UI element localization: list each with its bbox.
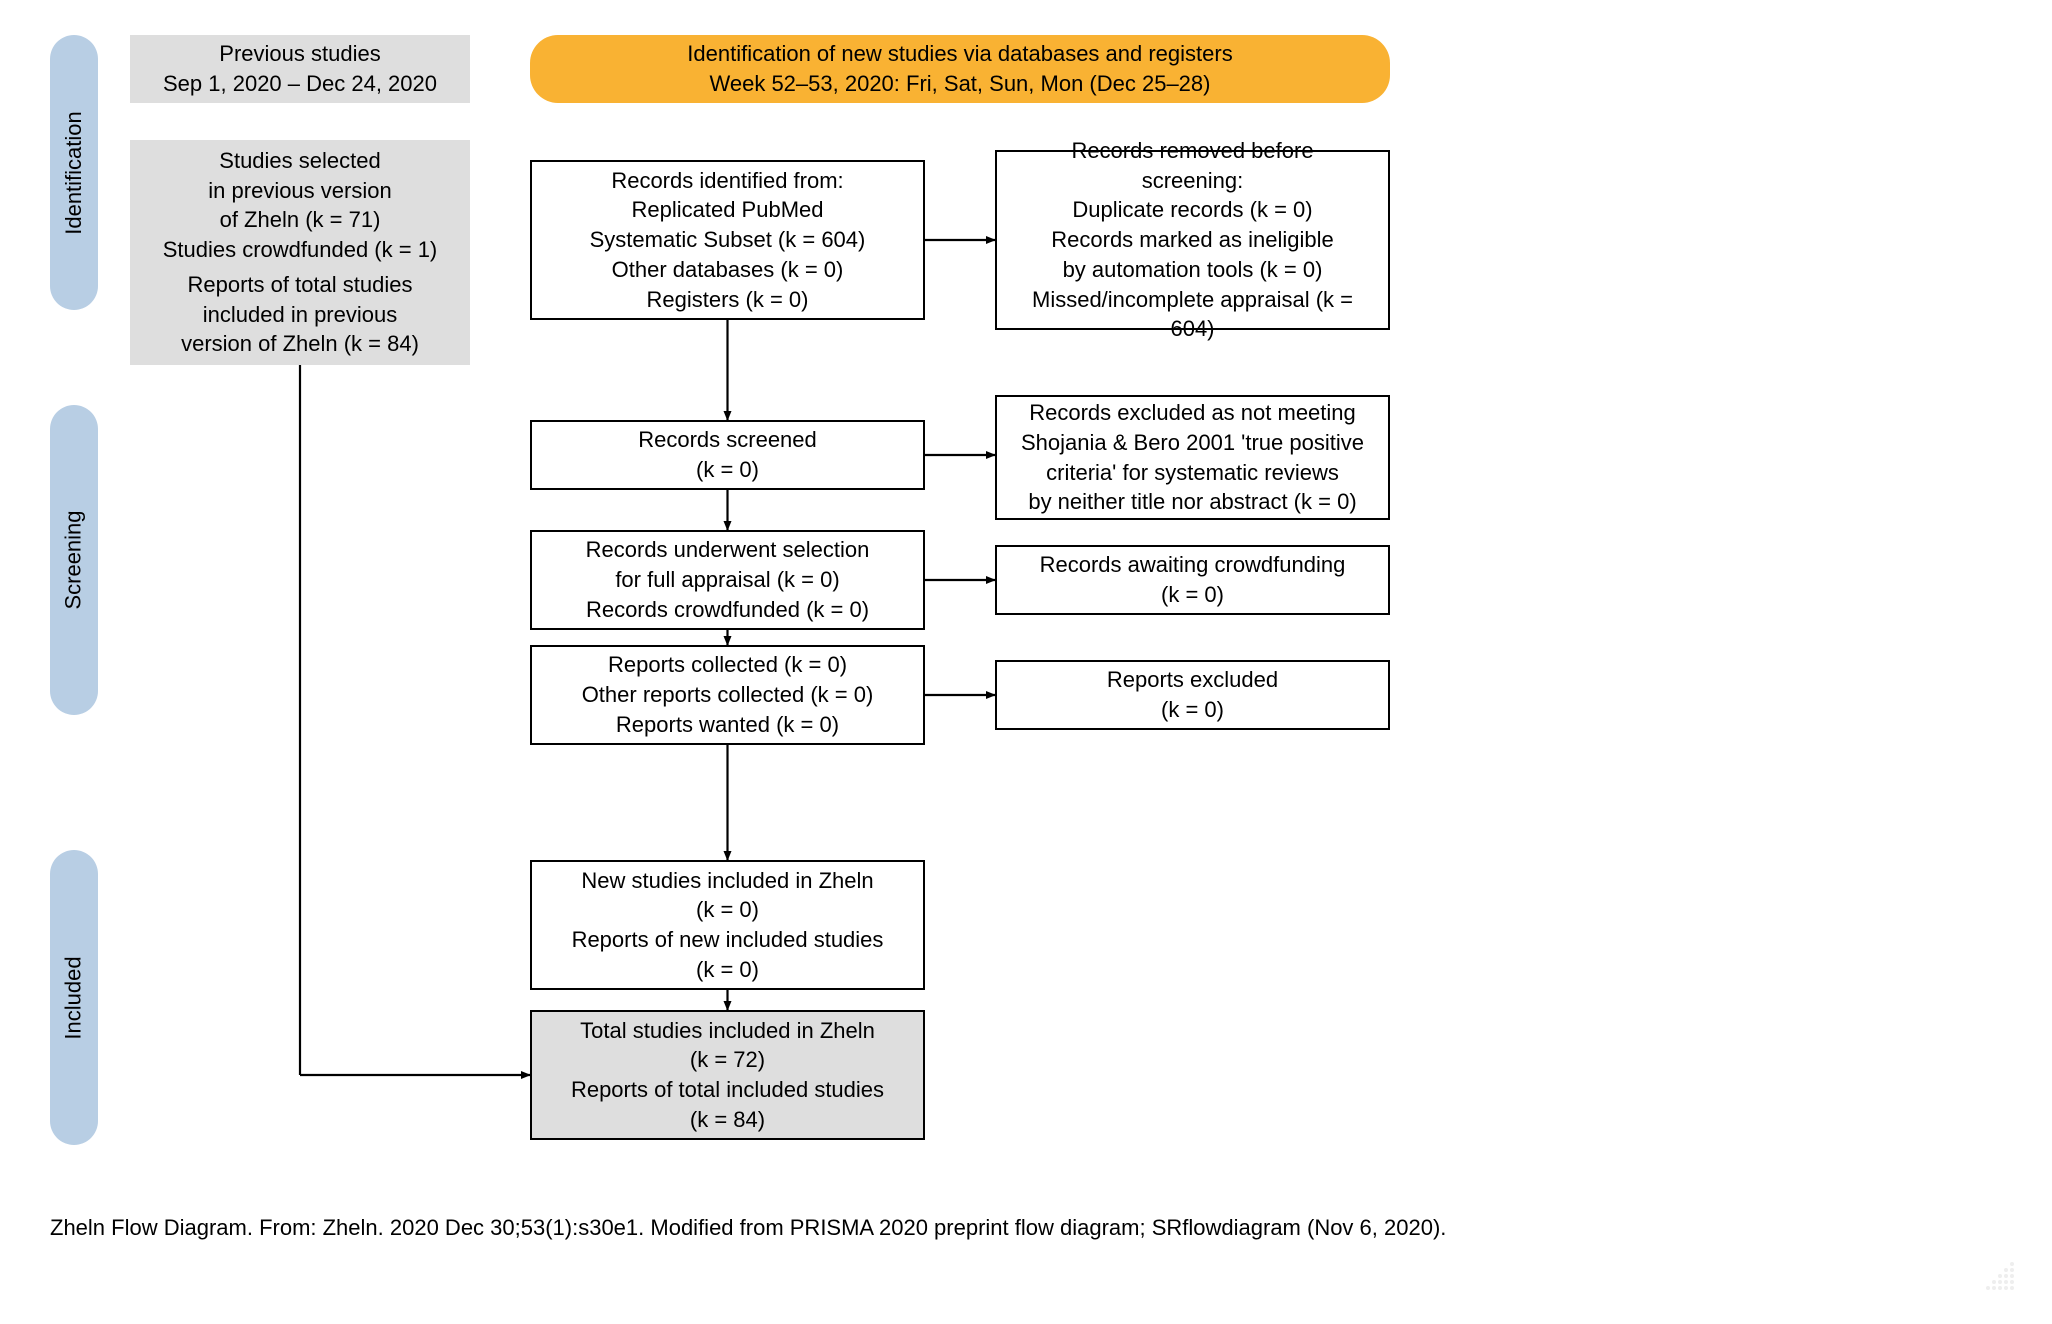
text: Other reports collected (k = 0) — [582, 680, 874, 710]
text: (k = 0) — [696, 955, 759, 985]
text: for full appraisal (k = 0) — [615, 565, 839, 595]
figure-caption: Zheln Flow Diagram. From: Zheln. 2020 De… — [50, 1215, 1446, 1241]
box-previous-selected: Studies selected in previous version of … — [130, 140, 470, 365]
text: (k = 0) — [696, 895, 759, 925]
text: Duplicate records (k = 0) — [1072, 195, 1312, 225]
box-new-studies-included: New studies included in Zheln (k = 0) Re… — [530, 860, 925, 990]
stage-included: Included — [50, 850, 98, 1145]
stage-identification: Identification — [50, 35, 98, 310]
box-awaiting-crowdfunding: Records awaiting crowdfunding (k = 0) — [995, 545, 1390, 615]
text: (k = 0) — [696, 455, 759, 485]
stage-label: Identification — [61, 111, 87, 235]
text: of Zheln (k = 71) — [220, 205, 381, 235]
text: Other databases (k = 0) — [612, 255, 844, 285]
text: by automation tools (k = 0) — [1063, 255, 1323, 285]
stage-label: Included — [61, 956, 87, 1039]
header-new-studies: Identification of new studies via databa… — [530, 35, 1390, 103]
text: (k = 0) — [1161, 580, 1224, 610]
text: Reports of new included studies — [572, 925, 884, 955]
box-excluded-shojania: Records excluded as not meeting Shojania… — [995, 395, 1390, 520]
text: Studies selected — [219, 146, 380, 176]
text: Registers (k = 0) — [647, 285, 809, 315]
text: version of Zheln (k = 84) — [181, 329, 419, 359]
text: Records identified from: — [611, 166, 843, 196]
text: Systematic Subset (k = 604) — [590, 225, 866, 255]
stage-screening: Screening — [50, 405, 98, 715]
box-records-screened: Records screened (k = 0) — [530, 420, 925, 490]
text: Week 52–53, 2020: Fri, Sat, Sun, Mon (De… — [710, 69, 1211, 99]
text: Records screened — [638, 425, 817, 455]
text: in previous version — [208, 176, 391, 206]
text: Records underwent selection — [586, 535, 870, 565]
flow-diagram: Identification Screening Included Previo… — [0, 0, 2052, 1324]
watermark-icon — [1952, 1244, 2022, 1294]
text: Reports wanted (k = 0) — [616, 710, 839, 740]
text: Identification of new studies via databa… — [687, 39, 1232, 69]
text: Shojania & Bero 2001 'true positive — [1021, 428, 1364, 458]
box-records-identified: Records identified from: Replicated PubM… — [530, 160, 925, 320]
box-total-studies-included: Total studies included in Zheln (k = 72)… — [530, 1010, 925, 1140]
text: by neither title nor abstract (k = 0) — [1028, 487, 1356, 517]
header-previous-studies: Previous studies Sep 1, 2020 – Dec 24, 2… — [130, 35, 470, 103]
text: New studies included in Zheln — [581, 866, 873, 896]
text: Records awaiting crowdfunding — [1040, 550, 1346, 580]
text: Reports of total included studies — [571, 1075, 884, 1105]
text: Reports of total studies — [187, 270, 412, 300]
box-reports-collected: Reports collected (k = 0) Other reports … — [530, 645, 925, 745]
text: Reports excluded — [1107, 665, 1278, 695]
text: Missed/incomplete appraisal (k = 604) — [1007, 285, 1378, 344]
text: Studies crowdfunded (k = 1) — [163, 235, 438, 265]
box-reports-excluded: Reports excluded (k = 0) — [995, 660, 1390, 730]
text: screening: — [1142, 166, 1244, 196]
text: included in previous — [203, 300, 397, 330]
text: Reports collected (k = 0) — [608, 650, 847, 680]
text: Replicated PubMed — [631, 195, 823, 225]
text: Records removed before — [1071, 136, 1313, 166]
text: Records excluded as not meeting — [1029, 398, 1356, 428]
text: (k = 72) — [690, 1045, 765, 1075]
text: (k = 84) — [690, 1105, 765, 1135]
text: Sep 1, 2020 – Dec 24, 2020 — [163, 69, 437, 99]
text: criteria' for systematic reviews — [1046, 458, 1339, 488]
stage-label: Screening — [61, 510, 87, 609]
text: Previous studies — [219, 39, 380, 69]
text: Records crowdfunded (k = 0) — [586, 595, 869, 625]
box-records-removed: Records removed before screening: Duplic… — [995, 150, 1390, 330]
text: Total studies included in Zheln — [580, 1016, 875, 1046]
text: (k = 0) — [1161, 695, 1224, 725]
box-records-underwent-selection: Records underwent selection for full app… — [530, 530, 925, 630]
text: Records marked as ineligible — [1051, 225, 1333, 255]
